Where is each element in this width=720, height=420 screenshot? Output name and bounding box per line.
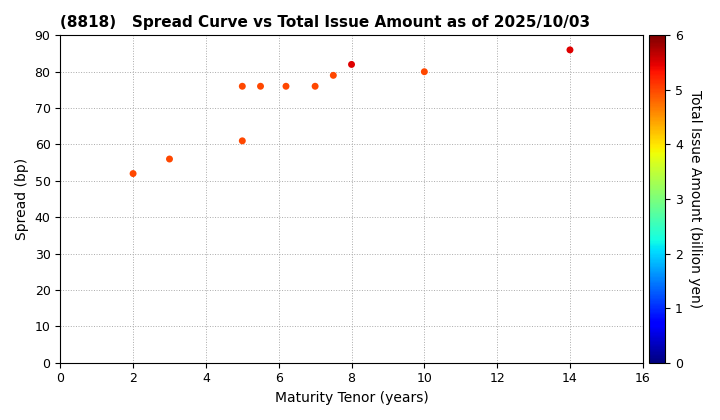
X-axis label: Maturity Tenor (years): Maturity Tenor (years) [274, 391, 428, 405]
Point [237, 137, 248, 144]
Point [237, 83, 248, 89]
Y-axis label: Total Issue Amount (billion yen): Total Issue Amount (billion yen) [688, 90, 703, 308]
Point [418, 68, 430, 75]
Point [564, 47, 576, 53]
Point [346, 61, 357, 68]
Point [127, 170, 139, 177]
Point [280, 83, 292, 89]
Text: (8818)   Spread Curve vs Total Issue Amount as of 2025/10/03: (8818) Spread Curve vs Total Issue Amoun… [60, 15, 590, 30]
Y-axis label: Spread (bp): Spread (bp) [15, 158, 29, 240]
Point [255, 83, 266, 89]
Point [310, 83, 321, 89]
Point [163, 156, 175, 163]
Point [328, 72, 339, 79]
